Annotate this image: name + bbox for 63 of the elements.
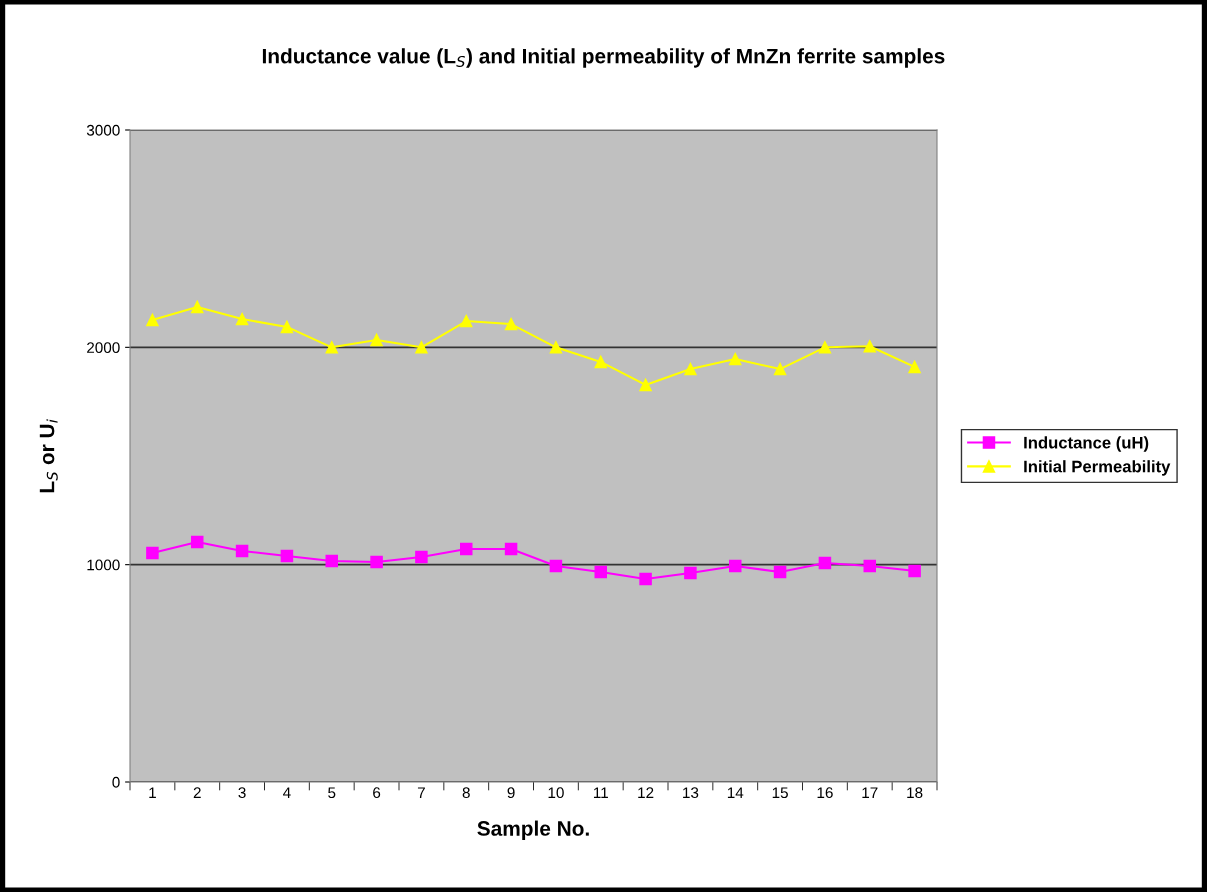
- point: [370, 555, 383, 569]
- point: [773, 362, 787, 376]
- y-tick-label: 2000: [87, 342, 120, 354]
- x-tick-label: 9: [507, 787, 515, 799]
- x-tick-label: 7: [417, 787, 425, 798]
- x-axis-title: Sample No.: [477, 820, 589, 840]
- x-tick-label: 11: [593, 787, 608, 798]
- point: [684, 566, 697, 580]
- point: [639, 378, 652, 392]
- x-tick-label: 8: [462, 787, 470, 799]
- point: [863, 559, 877, 573]
- point: [190, 300, 204, 314]
- point: [280, 320, 294, 334]
- point: [504, 542, 518, 556]
- x-tick-label: 18: [907, 787, 923, 799]
- point: [594, 355, 608, 369]
- x-tick-label: 17: [862, 787, 878, 798]
- x-tick-label: 2: [193, 787, 201, 798]
- point: [684, 362, 697, 376]
- point: [325, 554, 339, 568]
- y-tick-label: 1000: [87, 559, 120, 571]
- x-tick-label: 5: [328, 787, 336, 799]
- point: [146, 313, 159, 327]
- point: [459, 542, 473, 556]
- y-axis-title: L$_{S}$ or U$_{i}$: [39, 419, 58, 493]
- point: [370, 333, 383, 347]
- point: [235, 312, 249, 326]
- x-tick-label: 15: [772, 787, 788, 799]
- point: [146, 546, 159, 560]
- point: [818, 341, 832, 354]
- point: [594, 565, 608, 579]
- point: [728, 352, 742, 366]
- point: [504, 317, 518, 331]
- x-tick-label: 13: [683, 787, 699, 799]
- point: [728, 559, 742, 573]
- x-tick-label: 12: [638, 787, 654, 798]
- point: [908, 360, 921, 374]
- point: [415, 341, 428, 354]
- point: [818, 556, 832, 570]
- point: [325, 341, 339, 354]
- chart-title: Inductance value (L$_{S}$) and Initial permeability of MnZn ferrite samples: [262, 48, 945, 68]
- x-tick-label: 10: [548, 787, 564, 799]
- point: [459, 314, 473, 328]
- y-tick-label: 3000: [86, 124, 120, 136]
- x-tick-label: 14: [727, 787, 744, 798]
- point: [235, 544, 249, 558]
- point: [639, 572, 652, 586]
- point: [908, 564, 921, 578]
- legend-label: Inductance (uH): [1024, 436, 1149, 452]
- point: [863, 339, 877, 353]
- x-tick-label: 4: [283, 787, 291, 798]
- y-tick-label: 0: [112, 776, 120, 788]
- legend-label: Initial Permeability: [1024, 460, 1171, 476]
- point: [415, 550, 428, 564]
- point: [549, 559, 563, 573]
- x-tick-label: 1: [149, 787, 156, 798]
- x-tick-label: 6: [373, 787, 381, 799]
- point: [773, 565, 787, 579]
- point: [549, 341, 563, 354]
- point: [280, 549, 294, 563]
- x-tick-label: 3: [238, 787, 246, 799]
- x-tick-label: 16: [817, 787, 833, 799]
- point: [190, 535, 204, 549]
